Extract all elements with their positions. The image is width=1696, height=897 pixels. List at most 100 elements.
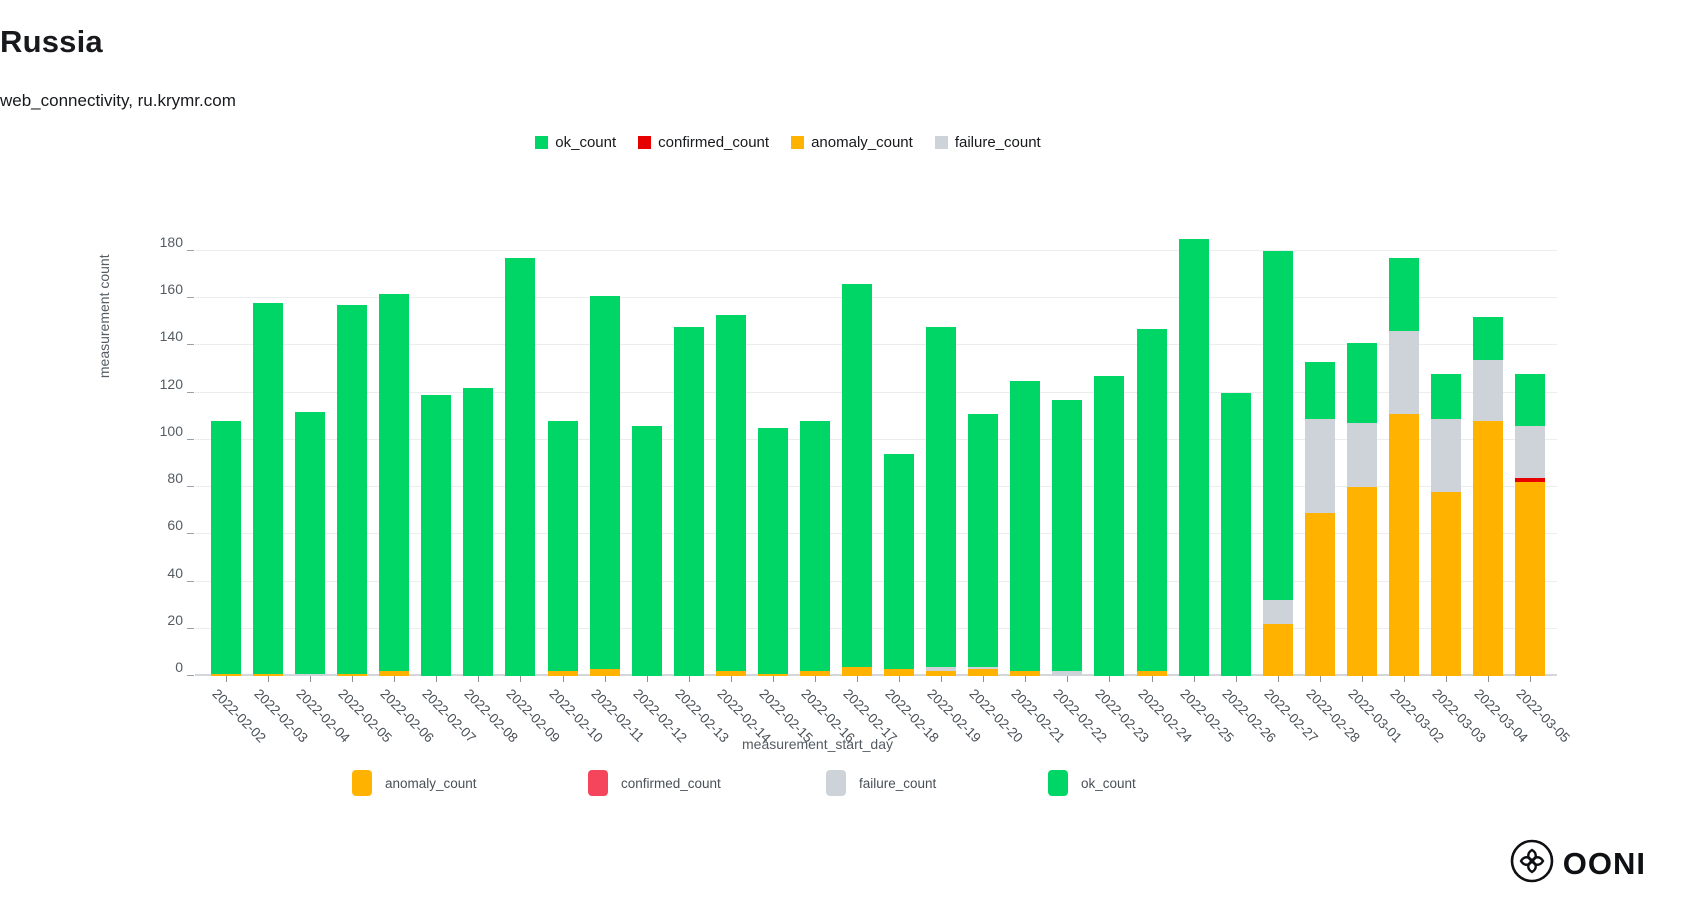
bar-segment-anomaly_count[interactable] bbox=[253, 673, 284, 676]
bar-segment-ok_count[interactable] bbox=[295, 411, 326, 674]
bar-segment-failure_count[interactable] bbox=[1346, 423, 1377, 488]
bar-segment-anomaly_count[interactable] bbox=[799, 671, 830, 676]
bar-segment-ok_count[interactable] bbox=[715, 314, 746, 672]
bar-2022-02-26[interactable] bbox=[1220, 205, 1251, 676]
bar-segment-ok_count[interactable] bbox=[1136, 328, 1167, 672]
bar-segment-anomaly_count[interactable] bbox=[211, 673, 241, 676]
bar-2022-02-21[interactable] bbox=[1010, 205, 1041, 676]
bar-segment-anomaly_count[interactable] bbox=[1010, 671, 1041, 676]
bar-segment-ok_count[interactable] bbox=[463, 387, 494, 676]
bar-segment-ok_count[interactable] bbox=[1178, 239, 1209, 676]
bar-2022-02-24[interactable] bbox=[1136, 205, 1167, 676]
bottom-legend-item-ok_count[interactable]: ok_count bbox=[1048, 770, 1136, 796]
bar-2022-02-15[interactable] bbox=[757, 205, 788, 676]
bar-segment-ok_count[interactable] bbox=[1010, 380, 1041, 672]
bar-segment-ok_count[interactable] bbox=[1346, 343, 1377, 424]
bar-segment-anomaly_count[interactable] bbox=[884, 668, 915, 676]
bar-segment-anomaly_count[interactable] bbox=[1304, 513, 1335, 676]
bar-segment-anomaly_count[interactable] bbox=[1515, 482, 1546, 676]
bar-2022-02-04[interactable] bbox=[295, 205, 326, 676]
top-legend-item-ok_count[interactable]: ok_count bbox=[535, 134, 616, 151]
bar-segment-ok_count[interactable] bbox=[1220, 392, 1251, 676]
bar-segment-ok_count[interactable] bbox=[547, 421, 578, 672]
bar-segment-anomaly_count[interactable] bbox=[926, 671, 957, 676]
bar-segment-ok_count[interactable] bbox=[589, 295, 620, 669]
bar-2022-02-17[interactable] bbox=[842, 205, 873, 676]
bar-segment-anomaly_count[interactable] bbox=[757, 673, 788, 676]
bar-segment-ok_count[interactable] bbox=[926, 326, 957, 667]
top-legend-item-failure_count[interactable]: failure_count bbox=[934, 134, 1041, 151]
bar-segment-ok_count[interactable] bbox=[1094, 376, 1125, 676]
bar-2022-02-20[interactable] bbox=[968, 205, 999, 676]
bar-2022-03-03[interactable] bbox=[1431, 205, 1462, 676]
bar-segment-anomaly_count[interactable] bbox=[1431, 491, 1462, 676]
bar-segment-anomaly_count[interactable] bbox=[715, 671, 746, 676]
bar-2022-02-10[interactable] bbox=[547, 205, 578, 676]
top-legend-item-anomaly_count[interactable]: anomaly_count bbox=[791, 134, 913, 151]
bar-segment-ok_count[interactable] bbox=[1473, 317, 1504, 360]
bar-2022-02-02[interactable] bbox=[211, 205, 241, 676]
bar-segment-failure_count[interactable] bbox=[1473, 359, 1504, 421]
bar-segment-ok_count[interactable] bbox=[505, 258, 536, 676]
bar-2022-02-27[interactable] bbox=[1262, 205, 1293, 676]
bar-2022-02-03[interactable] bbox=[253, 205, 284, 676]
bar-segment-failure_count[interactable] bbox=[1052, 671, 1083, 676]
bar-2022-02-16[interactable] bbox=[799, 205, 830, 676]
bar-2022-03-05[interactable] bbox=[1515, 205, 1546, 676]
bar-segment-ok_count[interactable] bbox=[421, 395, 452, 676]
bar-2022-02-13[interactable] bbox=[673, 205, 704, 676]
bottom-legend-item-confirmed_count[interactable]: confirmed_count bbox=[588, 770, 721, 796]
bar-segment-ok_count[interactable] bbox=[968, 413, 999, 667]
bar-2022-02-07[interactable] bbox=[421, 205, 452, 676]
bar-2022-03-04[interactable] bbox=[1473, 205, 1504, 676]
bar-segment-ok_count[interactable] bbox=[884, 454, 915, 669]
bar-segment-ok_count[interactable] bbox=[1262, 251, 1293, 601]
bar-segment-ok_count[interactable] bbox=[211, 421, 241, 674]
bar-2022-02-28[interactable] bbox=[1304, 205, 1335, 676]
bar-2022-02-19[interactable] bbox=[926, 205, 957, 676]
bar-segment-confirmed_count[interactable] bbox=[1515, 477, 1546, 483]
bar-segment-ok_count[interactable] bbox=[379, 293, 410, 672]
bar-segment-failure_count[interactable] bbox=[968, 666, 999, 669]
bar-segment-ok_count[interactable] bbox=[337, 305, 368, 674]
bar-2022-02-11[interactable] bbox=[589, 205, 620, 676]
bar-segment-anomaly_count[interactable] bbox=[842, 666, 873, 676]
bar-segment-ok_count[interactable] bbox=[253, 302, 284, 674]
bar-segment-anomaly_count[interactable] bbox=[1388, 413, 1419, 676]
bar-segment-ok_count[interactable] bbox=[1052, 399, 1083, 672]
bar-2022-02-18[interactable] bbox=[884, 205, 915, 676]
bar-2022-03-02[interactable] bbox=[1388, 205, 1419, 676]
bar-segment-anomaly_count[interactable] bbox=[589, 668, 620, 676]
bar-segment-ok_count[interactable] bbox=[757, 428, 788, 674]
top-legend-item-confirmed_count[interactable]: confirmed_count bbox=[638, 134, 769, 151]
bar-2022-02-25[interactable] bbox=[1178, 205, 1209, 676]
bar-2022-02-05[interactable] bbox=[337, 205, 368, 676]
bar-segment-ok_count[interactable] bbox=[673, 326, 704, 676]
bar-segment-ok_count[interactable] bbox=[1515, 373, 1546, 426]
bar-segment-anomaly_count[interactable] bbox=[337, 673, 368, 676]
bar-2022-02-23[interactable] bbox=[1094, 205, 1125, 676]
bar-2022-02-09[interactable] bbox=[505, 205, 536, 676]
bottom-legend-item-anomaly_count[interactable]: anomaly_count bbox=[352, 770, 477, 796]
bar-segment-failure_count[interactable] bbox=[926, 666, 957, 672]
bar-segment-anomaly_count[interactable] bbox=[1136, 671, 1167, 676]
bar-segment-ok_count[interactable] bbox=[631, 425, 662, 676]
bar-segment-anomaly_count[interactable] bbox=[1346, 487, 1377, 676]
bar-2022-02-12[interactable] bbox=[631, 205, 662, 676]
bar-2022-02-14[interactable] bbox=[715, 205, 746, 676]
bar-segment-ok_count[interactable] bbox=[1304, 361, 1335, 419]
bar-segment-failure_count[interactable] bbox=[1262, 600, 1293, 625]
bottom-legend-item-failure_count[interactable]: failure_count bbox=[826, 770, 936, 796]
bar-2022-02-06[interactable] bbox=[379, 205, 410, 676]
bar-2022-03-01[interactable] bbox=[1346, 205, 1377, 676]
bar-segment-anomaly_count[interactable] bbox=[1262, 624, 1293, 676]
bar-segment-ok_count[interactable] bbox=[1431, 373, 1462, 419]
bar-segment-ok_count[interactable] bbox=[799, 421, 830, 672]
bar-segment-anomaly_count[interactable] bbox=[1473, 421, 1504, 676]
bar-segment-anomaly_count[interactable] bbox=[379, 671, 410, 676]
bar-segment-anomaly_count[interactable] bbox=[547, 671, 578, 676]
bar-segment-failure_count[interactable] bbox=[295, 673, 326, 676]
bar-segment-anomaly_count[interactable] bbox=[968, 668, 999, 676]
bar-segment-failure_count[interactable] bbox=[1515, 425, 1546, 478]
bar-2022-02-22[interactable] bbox=[1052, 205, 1083, 676]
